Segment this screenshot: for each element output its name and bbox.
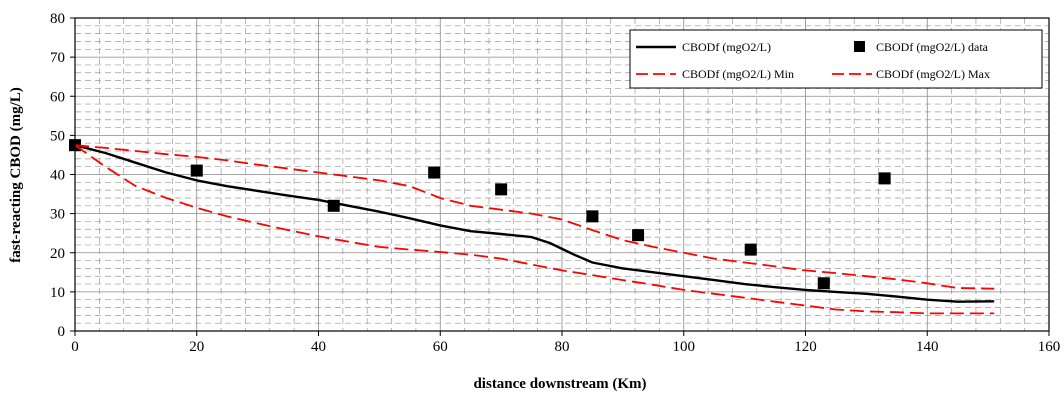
- legend-label: CBODf (mgO2/L) Min: [682, 67, 794, 81]
- series-line-3: [74, 144, 995, 290]
- x-tick-label: 0: [71, 339, 79, 355]
- data-point-marker: [817, 277, 830, 290]
- data-point-marker: [428, 166, 441, 179]
- y-axis-title: fast-reacting CBOD (mg/L): [8, 87, 24, 263]
- x-tick-label: 120: [794, 339, 817, 355]
- x-tick-label: 80: [555, 339, 570, 355]
- data-point-marker: [586, 210, 599, 223]
- legend: CBODf (mgO2/L) CBODf (mgO2/L) data CBODf (…: [629, 29, 1043, 89]
- legend-label: CBODf (mgO2/L) data: [876, 40, 989, 54]
- x-tick-label: 60: [433, 339, 448, 355]
- y-tick-label: 50: [50, 128, 65, 144]
- y-tick-label: 20: [50, 246, 65, 262]
- series-line-0: [74, 144, 995, 303]
- data-point-marker: [327, 199, 340, 212]
- axes: 0 20 40 60 80 100 120 140 160 0 10 20 30 40 50 60 70 80: [50, 11, 1060, 355]
- y-tick-label: 0: [58, 324, 66, 340]
- legend-label: CBODf (mgO2/L): [682, 40, 771, 54]
- legend-box: [629, 29, 1043, 89]
- data-point-marker: [495, 183, 508, 196]
- data-point-marker: [190, 164, 203, 177]
- data-point-marker: [878, 172, 891, 185]
- legend-marker-square: [854, 41, 865, 52]
- legend-label: CBODf (mgO2/L) Max: [876, 67, 990, 81]
- y-tick-label: 70: [50, 50, 65, 66]
- x-tick-label: 140: [916, 339, 939, 355]
- x-tick-label: 160: [1038, 339, 1061, 355]
- x-tick-label: 40: [311, 339, 326, 355]
- series-layer: [69, 139, 995, 315]
- x-axis-title: distance downstream (Km): [473, 376, 646, 392]
- y-tick-label: 30: [50, 207, 65, 223]
- y-tick-label: 40: [50, 168, 65, 184]
- y-tick-label: 10: [50, 285, 65, 301]
- data-point-marker: [632, 229, 645, 242]
- data-point-marker: [744, 243, 757, 256]
- x-tick-label: 20: [189, 339, 204, 355]
- x-tick-label: 100: [673, 339, 696, 355]
- y-tick-label: 80: [50, 11, 65, 27]
- y-tick-label: 60: [50, 89, 65, 105]
- series-line-2: [74, 144, 995, 315]
